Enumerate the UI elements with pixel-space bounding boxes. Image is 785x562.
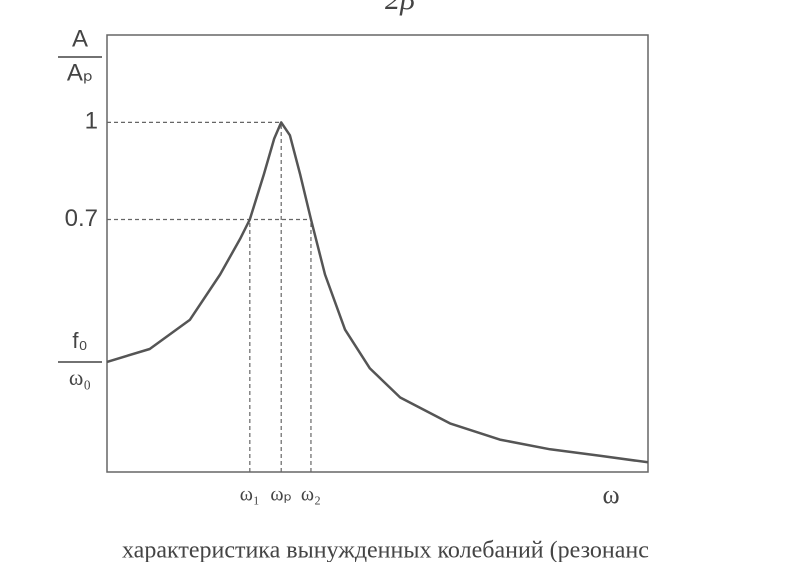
y-tick-numerator: f₀ <box>72 328 87 353</box>
x-tick-label: ω₂ <box>301 484 321 506</box>
y-tick-label: 1 <box>85 108 98 135</box>
caption: характеристика вынужденных колебаний (ре… <box>122 538 649 562</box>
x-tick-label: ωₚ <box>270 484 292 506</box>
y-tick-label: 0.7 <box>65 205 98 232</box>
x-label: ω <box>602 480 619 509</box>
y-label-denominator: Aₚ <box>67 59 93 86</box>
y-label-numerator: A <box>72 25 88 52</box>
curve <box>106 121 649 464</box>
chart-title: 2β <box>385 0 415 16</box>
y-tick-denominator: ω₀ <box>69 365 91 390</box>
plot-frame <box>106 34 649 473</box>
x-tick-label: ω₁ <box>240 484 260 506</box>
